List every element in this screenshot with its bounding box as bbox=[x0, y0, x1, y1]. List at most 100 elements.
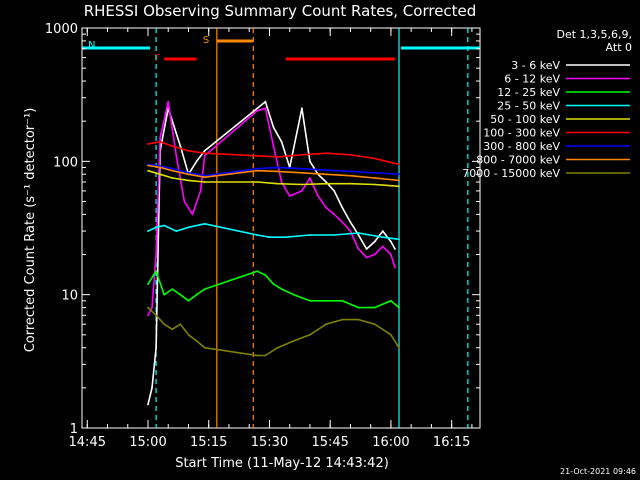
data-point bbox=[147, 164, 149, 167]
data-point bbox=[147, 314, 149, 317]
data-point bbox=[256, 154, 259, 157]
data-point bbox=[264, 274, 267, 277]
data-point bbox=[390, 299, 392, 302]
legend-header-line-1: Det 1,3,5,6,9, bbox=[556, 28, 632, 41]
data-point bbox=[203, 152, 206, 155]
data-point bbox=[187, 226, 190, 229]
x-tick-label: 14:45 bbox=[69, 435, 106, 450]
series-line-6 bbox=[147, 141, 400, 166]
data-point bbox=[309, 160, 311, 163]
data-point bbox=[292, 340, 295, 342]
flag-layer: N F S bbox=[82, 35, 480, 64]
data-point bbox=[300, 190, 303, 192]
data-point bbox=[268, 236, 271, 239]
data-point bbox=[276, 170, 279, 173]
data-point bbox=[325, 181, 328, 183]
data-point bbox=[390, 333, 392, 336]
data-point bbox=[171, 177, 174, 179]
data-point bbox=[203, 149, 206, 152]
series-line-2 bbox=[147, 100, 396, 316]
series-line-4 bbox=[147, 223, 400, 241]
marker-layer bbox=[155, 28, 469, 428]
data-point bbox=[187, 149, 190, 152]
data-point bbox=[256, 354, 259, 357]
data-point bbox=[341, 206, 344, 209]
data-point bbox=[179, 145, 182, 148]
legend-label-5: 50 - 100 keV bbox=[490, 113, 560, 126]
data-point bbox=[175, 230, 178, 232]
data-point bbox=[349, 230, 352, 232]
data-point bbox=[256, 167, 259, 170]
series-layer bbox=[147, 100, 400, 406]
data-point bbox=[373, 183, 376, 186]
data-point bbox=[381, 245, 384, 248]
data-point bbox=[333, 234, 336, 236]
legend-label-9: 7000 - 15000 keV bbox=[462, 167, 560, 180]
series-line-5 bbox=[147, 169, 400, 188]
data-point bbox=[179, 323, 182, 326]
data-point bbox=[276, 346, 279, 349]
data-point bbox=[147, 306, 149, 309]
data-point bbox=[288, 195, 291, 197]
data-point bbox=[349, 174, 352, 177]
data-point bbox=[300, 153, 303, 156]
data-point bbox=[276, 155, 279, 158]
data-point bbox=[203, 154, 206, 157]
data-point bbox=[163, 323, 166, 326]
data-point bbox=[325, 206, 328, 209]
legend-label-7: 300 - 800 keV bbox=[483, 140, 560, 153]
data-point bbox=[280, 140, 283, 143]
data-point bbox=[256, 181, 259, 183]
data-point bbox=[187, 179, 190, 182]
y-axis-label: Corrected Count Rate (s⁻¹ detector⁻¹) bbox=[23, 108, 38, 353]
x-axis-label: Start Time (11-May-12 14:43:42) bbox=[175, 456, 389, 471]
data-point bbox=[373, 157, 376, 160]
data-point bbox=[390, 253, 392, 256]
y-tick-label: 100 bbox=[53, 155, 78, 170]
legend-label-2: 6 - 12 keV bbox=[504, 73, 560, 86]
data-point bbox=[309, 299, 311, 302]
data-point bbox=[159, 140, 162, 143]
data-point bbox=[199, 190, 202, 192]
data-point bbox=[381, 236, 384, 239]
data-point bbox=[317, 195, 319, 197]
data-point bbox=[349, 170, 352, 173]
x-tick-label: 16:00 bbox=[372, 435, 409, 450]
data-point bbox=[147, 169, 149, 172]
data-point bbox=[398, 173, 400, 176]
legend-header-line-2: Att 0 bbox=[606, 41, 632, 54]
data-point bbox=[264, 100, 267, 103]
data-point bbox=[390, 240, 392, 243]
data-point bbox=[309, 333, 311, 336]
data-point bbox=[373, 306, 376, 309]
flag-bar-label: S bbox=[203, 35, 209, 46]
data-point bbox=[398, 306, 400, 309]
data-point bbox=[272, 145, 275, 148]
data-point bbox=[300, 107, 303, 110]
data-point bbox=[272, 283, 275, 286]
data-point bbox=[357, 248, 360, 250]
series-line-3 bbox=[147, 270, 400, 309]
data-point bbox=[159, 173, 162, 176]
data-point bbox=[398, 185, 400, 188]
data-point bbox=[349, 182, 352, 185]
data-point bbox=[398, 163, 400, 166]
data-point bbox=[163, 224, 166, 227]
data-point bbox=[147, 283, 149, 286]
data-point bbox=[187, 299, 190, 302]
data-point bbox=[284, 236, 287, 239]
data-point bbox=[280, 288, 283, 291]
data-point bbox=[398, 238, 400, 241]
x-tick-label: 15:15 bbox=[190, 435, 227, 450]
data-point bbox=[151, 306, 153, 309]
data-point bbox=[195, 293, 198, 296]
data-point bbox=[155, 314, 157, 317]
data-point bbox=[203, 288, 206, 291]
axes-layer: 14:45 15:00 15:15 15:30 15:45 16:00 16:15 1 10 10… bbox=[45, 22, 480, 450]
data-point bbox=[349, 221, 352, 224]
y-tick-label: 1 bbox=[70, 422, 78, 437]
data-point bbox=[365, 256, 368, 259]
data-point bbox=[381, 230, 384, 232]
data-point bbox=[357, 232, 360, 234]
data-point bbox=[155, 270, 157, 273]
